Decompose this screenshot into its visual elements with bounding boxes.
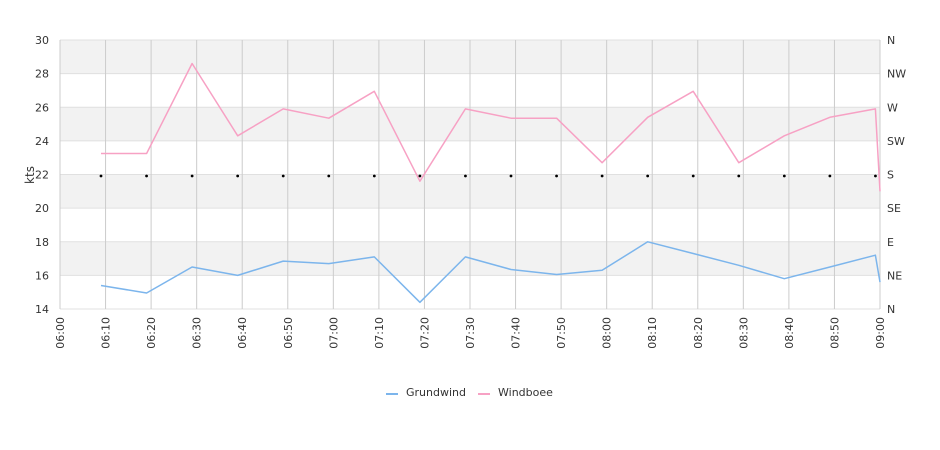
- direction-tick-label: NW: [887, 68, 906, 81]
- direction-point: [555, 174, 558, 178]
- direction-point: [145, 174, 148, 178]
- x-tick-label: 09:00: [874, 317, 887, 349]
- direction-point: [828, 174, 832, 178]
- x-tick-label: 08:00: [601, 317, 614, 349]
- x-tick-label: 08:20: [692, 317, 705, 349]
- direction-point: [874, 174, 877, 178]
- x-tick-label: 06:40: [236, 317, 249, 349]
- direction-tick-label: NE: [887, 269, 902, 282]
- x-tick-label: 07:10: [373, 317, 386, 349]
- direction-point: [418, 174, 422, 178]
- x-tick-label: 07:40: [510, 317, 523, 349]
- x-tick-label: 07:30: [464, 317, 477, 349]
- y-tick-label: 26: [35, 101, 49, 114]
- direction-point: [737, 174, 741, 178]
- direction-point: [600, 174, 604, 178]
- legend-label: Windboee: [498, 386, 553, 399]
- direction-point: [782, 174, 786, 178]
- direction-point: [236, 174, 240, 178]
- y-axis-title: kts: [23, 166, 37, 184]
- x-tick-label: 08:30: [737, 317, 750, 349]
- direction-tick-label: S: [887, 169, 894, 182]
- x-tick-label: 06:00: [54, 317, 67, 349]
- grid-lines: [59, 39, 881, 310]
- y-tick-label: 18: [35, 236, 49, 249]
- series-line-windboee: [101, 62, 881, 192]
- x-tick-label: 08:40: [783, 317, 796, 349]
- legend: Grundwind Windboee: [386, 386, 553, 399]
- x-tick-label: 07:20: [418, 317, 431, 349]
- y-tick-label: 30: [35, 34, 49, 47]
- direction-tick-label: SW: [887, 135, 905, 148]
- direction-point: [281, 174, 285, 178]
- direction-point: [327, 174, 331, 178]
- direction-point: [372, 174, 376, 178]
- direction-tick-label: N: [887, 34, 895, 47]
- x-tick-label: 08:50: [828, 317, 841, 349]
- x-tick-label: 08:10: [646, 317, 659, 349]
- y-axis-right: N NW W SW S SE E NE N: [887, 34, 906, 316]
- direction-tick-label: N: [887, 303, 895, 316]
- legend-label: Grundwind: [406, 386, 466, 399]
- x-tick-label: 06:30: [191, 317, 204, 349]
- x-axis: 06:00 06:10 06:20 06:30 06:40 06:50 07:00 07:10…: [54, 317, 887, 349]
- direction-tick-label: W: [887, 101, 898, 114]
- direction-point: [646, 174, 650, 178]
- direction-point: [464, 174, 467, 178]
- series-layer: [99, 62, 881, 304]
- y-tick-label: 24: [35, 135, 49, 148]
- y-tick-label: 20: [35, 202, 49, 215]
- y-tick-label: 22: [35, 169, 49, 182]
- y-axis-left: 30 28 26 24 22 20 18 16 14: [35, 34, 49, 316]
- x-tick-label: 07:50: [555, 317, 568, 349]
- y-tick-label: 28: [35, 68, 49, 81]
- series-line-grundwind: [100, 241, 881, 304]
- y-tick-label: 16: [35, 269, 49, 282]
- x-tick-label: 06:20: [145, 317, 158, 349]
- direction-point: [99, 174, 103, 178]
- direction-point: [691, 174, 695, 178]
- direction-tick-label: E: [887, 236, 894, 249]
- direction-point: [190, 174, 194, 178]
- x-tick-label: 06:50: [282, 317, 295, 349]
- direction-tick-label: SE: [887, 202, 901, 215]
- x-tick-label: 06:10: [100, 317, 113, 349]
- y-tick-label: 14: [35, 303, 49, 316]
- x-tick-label: 07:00: [327, 317, 340, 349]
- direction-point: [509, 174, 513, 178]
